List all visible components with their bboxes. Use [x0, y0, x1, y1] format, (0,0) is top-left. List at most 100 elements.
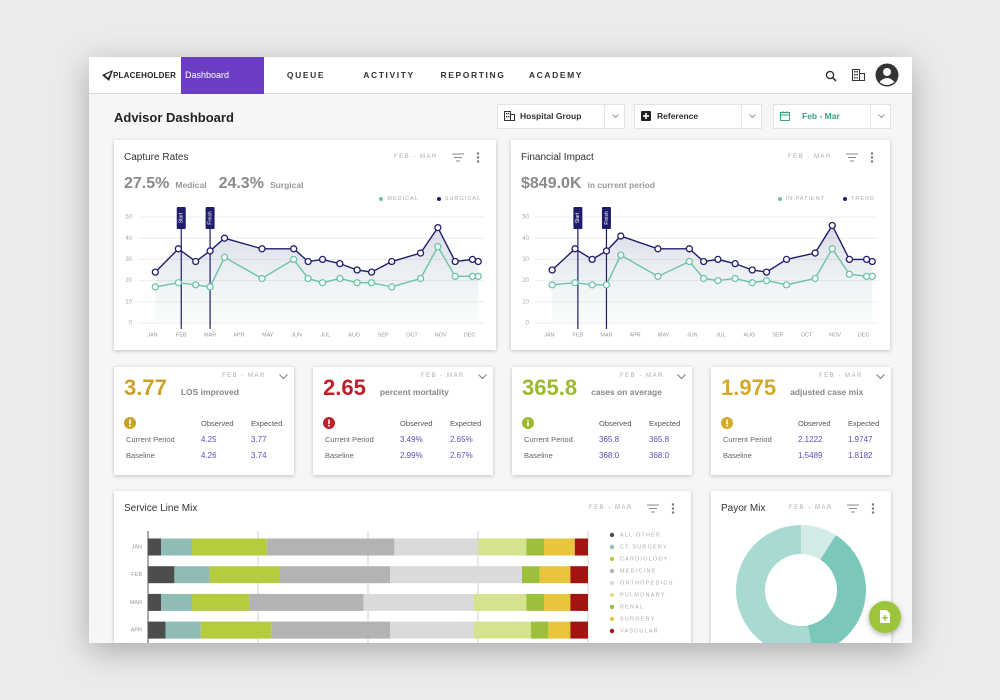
nav-item[interactable]: REPORTING [440, 70, 506, 80]
data-point [318, 255, 327, 264]
expand-button[interactable] [478, 374, 487, 380]
data-point [762, 276, 771, 285]
filter-dropdown[interactable]: Hospital Group [497, 104, 625, 129]
data-point [617, 232, 625, 240]
legend-label: VASCULAR [620, 628, 659, 634]
y-tick-label: 40 [125, 236, 132, 242]
row-label: Current Period [723, 435, 772, 444]
data-point [699, 257, 708, 266]
filter-divider [741, 105, 742, 128]
x-tick-label: NOV [829, 332, 841, 338]
y-tick-label: 20 [522, 278, 529, 284]
legend-item: TREND [843, 196, 875, 202]
data-point [868, 257, 876, 266]
period-label: FEB - MAR [589, 505, 633, 511]
add-report-button[interactable] [869, 601, 901, 633]
legend-label: CT SURGERY [620, 544, 668, 550]
kpi-label: adjusted case mix [790, 387, 864, 397]
data-point [416, 249, 425, 257]
bar-segment [526, 593, 544, 611]
app-window: PLACEHOLDER Dashboard QUEUE ACTIVITY REPORTI… [89, 57, 912, 643]
legend-item: MEDICAL [379, 196, 418, 202]
bar-segment [280, 566, 390, 584]
data-point [367, 268, 376, 276]
y-tick-label: 30 [522, 257, 529, 263]
cell-value: 1.9747 [848, 435, 873, 444]
more-button[interactable] [870, 152, 874, 163]
chart-card: 0 10 20 30 40 50 JAN FEB MAR APR MAY JUN JUL AUG SEP OC… [114, 140, 496, 350]
x-tick-label: JAN [544, 332, 554, 338]
page-title: Advisor Dashboard [114, 110, 234, 125]
x-tick-label: JUL [321, 332, 331, 338]
expand-button[interactable] [677, 374, 686, 380]
data-point [571, 279, 579, 287]
expand-button[interactable] [279, 374, 288, 380]
more-button[interactable] [476, 152, 480, 163]
cell-value: 1.5489 [798, 451, 823, 460]
filter-label: Hospital Group [520, 111, 582, 121]
period-label: FEB - MAR [788, 154, 832, 160]
period-label: FEB - MAR [620, 373, 664, 379]
chart-canvas [736, 525, 866, 643]
data-point [762, 268, 771, 276]
data-point [468, 272, 477, 281]
nav-item[interactable]: ACADEMY [528, 70, 584, 80]
data-point [474, 272, 482, 281]
stat-value: 27.5% [124, 175, 170, 192]
x-tick-label: DEC [464, 332, 476, 338]
filter-button[interactable] [846, 153, 858, 162]
annotation-flag [205, 207, 215, 229]
legend: IN PATIENT TREND [777, 196, 875, 202]
filter-dropdown[interactable]: Feb - Mar [773, 104, 891, 129]
data-point [388, 283, 396, 291]
legend-label: RENAL [620, 604, 644, 610]
filter-dropdown[interactable]: Reference [634, 104, 762, 129]
avatar-button[interactable] [875, 63, 899, 87]
nav-item[interactable]: QUEUE [286, 70, 326, 80]
data-point [192, 281, 200, 289]
legend-swatch [609, 556, 615, 562]
cell-value: 4.26 [201, 451, 217, 460]
kpi-value: 365.8 [522, 375, 578, 400]
data-point [617, 251, 625, 259]
logo-text: PLACEHOLDER [113, 71, 177, 80]
x-tick-label: SEP [772, 332, 783, 338]
data-point [206, 283, 214, 291]
building-button[interactable] [852, 69, 865, 81]
y-tick-label: 30 [125, 257, 132, 263]
kpi-value: 1.975 [721, 375, 777, 400]
cell-value: 2.67% [450, 451, 473, 460]
data-point [845, 270, 854, 278]
nav-item[interactable]: ACTIVITY [363, 70, 415, 80]
kpi-card: FEB - MAR 3.77 LOS improved Observed Expecte… [114, 367, 294, 475]
nav-active-tab[interactable]: Dashboard [181, 57, 264, 94]
bar-segment [165, 621, 201, 639]
filter-button[interactable] [452, 153, 464, 162]
more-button[interactable] [671, 503, 675, 514]
data-point [602, 281, 611, 289]
filter-button[interactable] [647, 504, 659, 513]
y-tick-label: 50 [522, 215, 529, 221]
bar-segment [390, 566, 522, 584]
data-point [828, 221, 836, 230]
legend-label: MEDICINE [620, 568, 657, 574]
kpi-value: 3.77 [124, 375, 167, 400]
y-tick-label: 0 [129, 321, 133, 327]
filter-icon [780, 111, 790, 121]
stats-row: 27.5% Medical 24.3% Surgical [124, 175, 315, 193]
filter-button[interactable] [847, 504, 859, 513]
data-point [353, 279, 361, 287]
kpi-label: cases on average [591, 387, 662, 397]
chevron [612, 114, 619, 119]
x-tick-label: OCT [801, 332, 813, 338]
cell-value: 2.1222 [798, 435, 823, 444]
bar-segment [539, 566, 571, 584]
status-icon [323, 417, 335, 429]
expand-button[interactable] [876, 374, 885, 380]
y-tick-label: 50 [125, 215, 132, 221]
search-button[interactable] [825, 70, 837, 82]
bar-segment [570, 621, 588, 639]
chart-canvas: 0 10 20 30 40 50 JAN FEB MAR APR MAY JUN JUL AUG SEP OC… [522, 207, 878, 338]
more-button[interactable] [871, 503, 875, 514]
